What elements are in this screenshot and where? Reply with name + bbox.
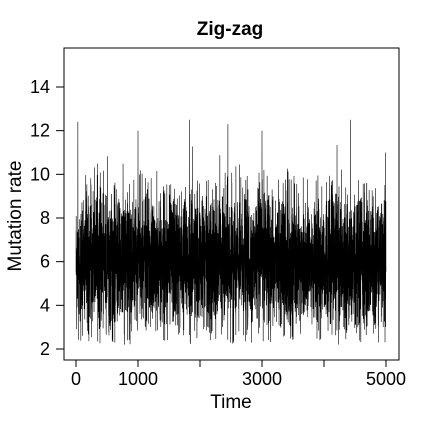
series-line [75, 119, 387, 345]
x-tick-label: 3000 [242, 369, 282, 389]
x-tick-label: 1000 [118, 369, 158, 389]
series-layer [75, 119, 387, 345]
x-axis-label: Time [210, 392, 252, 413]
y-axis-label: Mutation rate [5, 161, 26, 272]
y-tick-label: 2 [40, 339, 50, 359]
y-tick-label: 14 [30, 77, 50, 97]
y-axis: 2 4 6 8 10 12 14 [30, 77, 65, 359]
y-tick-label: 4 [40, 295, 50, 315]
chart-title: Zig-zag [197, 19, 264, 40]
y-tick-label: 6 [40, 252, 50, 272]
x-tick-label: 0 [71, 369, 81, 389]
x-tick-label: 5000 [366, 369, 406, 389]
y-tick-label: 8 [40, 208, 50, 228]
y-tick-label: 10 [30, 164, 50, 184]
y-tick-label: 12 [30, 121, 50, 141]
x-axis: 0 1000 3000 5000 [71, 359, 406, 389]
